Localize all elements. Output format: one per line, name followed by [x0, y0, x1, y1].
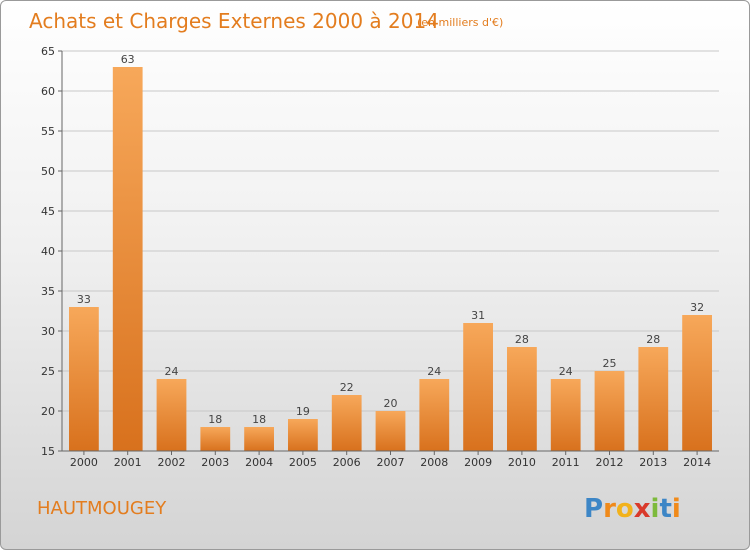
x-tick-label: 2005 [289, 456, 317, 469]
bar-value-label: 18 [208, 413, 222, 426]
y-tick-label: 55 [41, 125, 55, 138]
bar-value-label: 33 [77, 293, 91, 306]
y-tick-label: 45 [41, 205, 55, 218]
bar-value-label: 19 [296, 405, 310, 418]
y-tick-label: 25 [41, 365, 55, 378]
y-tick-label: 15 [41, 445, 55, 458]
logo-letter: i [672, 494, 681, 524]
y-axis: 15 20 25 30 35 40 45 50 55 60 65 [41, 45, 63, 458]
x-tick-label: 2007 [377, 456, 405, 469]
x-tick-label: 2000 [70, 456, 98, 469]
x-tick-label: 2012 [596, 456, 624, 469]
logo-letter: P [584, 494, 603, 524]
bar [244, 427, 274, 451]
x-tick-label: 2001 [114, 456, 142, 469]
bar-value-label: 32 [690, 301, 704, 314]
bar-value-label: 25 [603, 357, 617, 370]
bar [156, 379, 187, 451]
logo-letter: x [634, 494, 651, 524]
chart-subtitle: (en milliers d'€) [417, 16, 503, 29]
bar [375, 411, 406, 451]
bar-value-label: 63 [121, 53, 135, 66]
town-name: HAUTMOUGEY [37, 498, 167, 519]
bar [288, 419, 318, 451]
proxiti-logo: Proxiti [584, 494, 681, 524]
bar [69, 307, 99, 451]
x-tick-label: 2003 [201, 456, 229, 469]
bar [419, 379, 450, 451]
bar-value-label: 24 [165, 365, 179, 378]
y-tick-label: 65 [41, 45, 55, 58]
logo-letter: o [616, 494, 634, 524]
y-tick-label: 20 [41, 405, 55, 418]
bar [112, 67, 143, 451]
x-tick-label: 2009 [464, 456, 492, 469]
bar-value-label: 28 [646, 333, 660, 346]
logo-letter: i [651, 494, 660, 524]
bar [594, 371, 625, 451]
bar [463, 323, 493, 451]
y-tick-label: 60 [41, 85, 55, 98]
x-tick-label: 2011 [552, 456, 580, 469]
bar [507, 347, 537, 451]
x-tick-label: 2010 [508, 456, 536, 469]
x-tick-label: 2013 [639, 456, 667, 469]
x-tick-label: 2014 [683, 456, 711, 469]
bar-value-label: 24 [427, 365, 441, 378]
bar-value-label: 20 [384, 397, 398, 410]
bar [331, 395, 362, 451]
x-tick-label: 2006 [333, 456, 361, 469]
y-tick-label: 30 [41, 325, 55, 338]
bars [69, 67, 712, 451]
bar [638, 347, 669, 451]
y-tick-label: 40 [41, 245, 55, 258]
chart-title: Achats et Charges Externes 2000 à 2014 [29, 9, 439, 33]
x-tick-label: 2002 [158, 456, 186, 469]
logo-letter: r [603, 494, 616, 524]
x-axis: 2000 2001 2002 2003 2004 2005 2006 2007 2008 2009… [62, 450, 719, 469]
bar-value-label: 31 [471, 309, 485, 322]
bar-value-label: 28 [515, 333, 529, 346]
logo-letter: t [659, 494, 671, 524]
bar [682, 315, 712, 451]
bar-value-label: 22 [340, 381, 354, 394]
y-tick-label: 35 [41, 285, 55, 298]
x-tick-label: 2004 [245, 456, 273, 469]
y-tick-label: 50 [41, 165, 55, 178]
bar [200, 427, 231, 451]
value-labels: 33 63 24 18 18 19 22 20 24 31 28 24 25 28 32 [77, 53, 704, 426]
bar-value-label: 18 [252, 413, 266, 426]
bar-value-label: 24 [559, 365, 573, 378]
x-tick-label: 2008 [420, 456, 448, 469]
bar [550, 379, 581, 451]
